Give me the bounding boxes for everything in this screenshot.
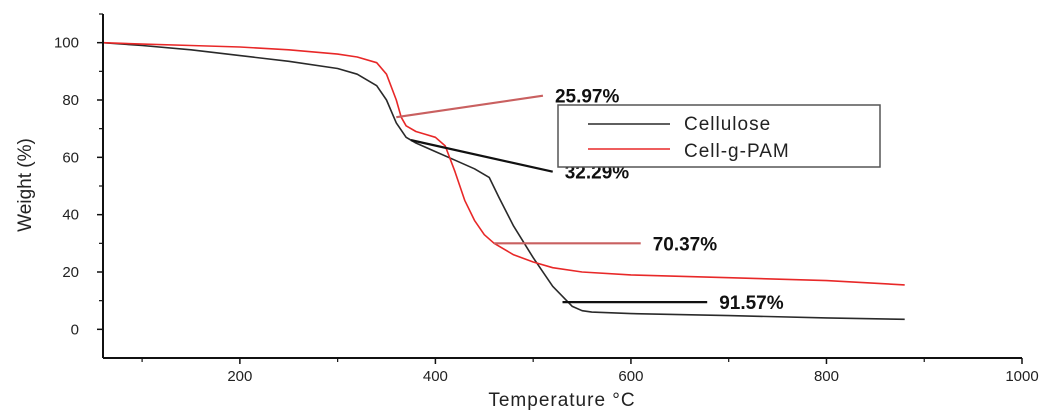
x-tick-label: 200 — [227, 368, 252, 385]
series-line-cellulose — [102, 41, 905, 321]
annotation-leader-line — [410, 139, 553, 173]
annotation-layer: 25.97% 32.29% 70.37% 91.57% — [396, 87, 784, 314]
y-tick-label: 80 — [62, 92, 79, 109]
x-tick-label: 1000 — [1005, 368, 1038, 385]
legend-box — [557, 104, 881, 168]
x-axis-label: Temperature °C — [488, 390, 635, 411]
legend-label-cell-g-pam: Cell-g-PAM — [684, 141, 790, 162]
y-tick-label: 100 — [54, 35, 79, 52]
y-tick-label: 20 — [62, 264, 79, 281]
annotation-leader-line — [396, 94, 544, 119]
y-tick-label: 40 — [62, 207, 79, 224]
axes: 200 400 600 800 1000 0 20 40 60 80 100 — [54, 13, 1039, 385]
plot-area: 25.97% 32.29% 70.37% 91.57% — [102, 41, 905, 321]
x-ticks: 200 400 600 800 1000 — [141, 358, 1039, 385]
legend-label-cellulose: Cellulose — [684, 114, 771, 135]
annotation-label: 25.97% — [555, 87, 620, 108]
annotation-label: 32.29% — [565, 163, 630, 184]
x-tick-label: 800 — [814, 368, 839, 385]
x-tick-label: 600 — [618, 368, 643, 385]
y-ticks: 0 20 40 60 80 100 — [54, 13, 103, 338]
legend: Cellulose Cell-g-PAM — [557, 104, 881, 168]
y-axis-label: Weight (%) — [15, 138, 36, 232]
y-tick-label: 0 — [71, 321, 79, 338]
annotation-label: 70.37% — [653, 234, 718, 255]
series-layer — [102, 41, 905, 321]
x-tick-label: 400 — [423, 368, 448, 385]
annotation-label: 91.57% — [719, 293, 784, 314]
series-line-cell-g-pam — [102, 41, 905, 286]
y-tick-label: 60 — [62, 149, 79, 166]
